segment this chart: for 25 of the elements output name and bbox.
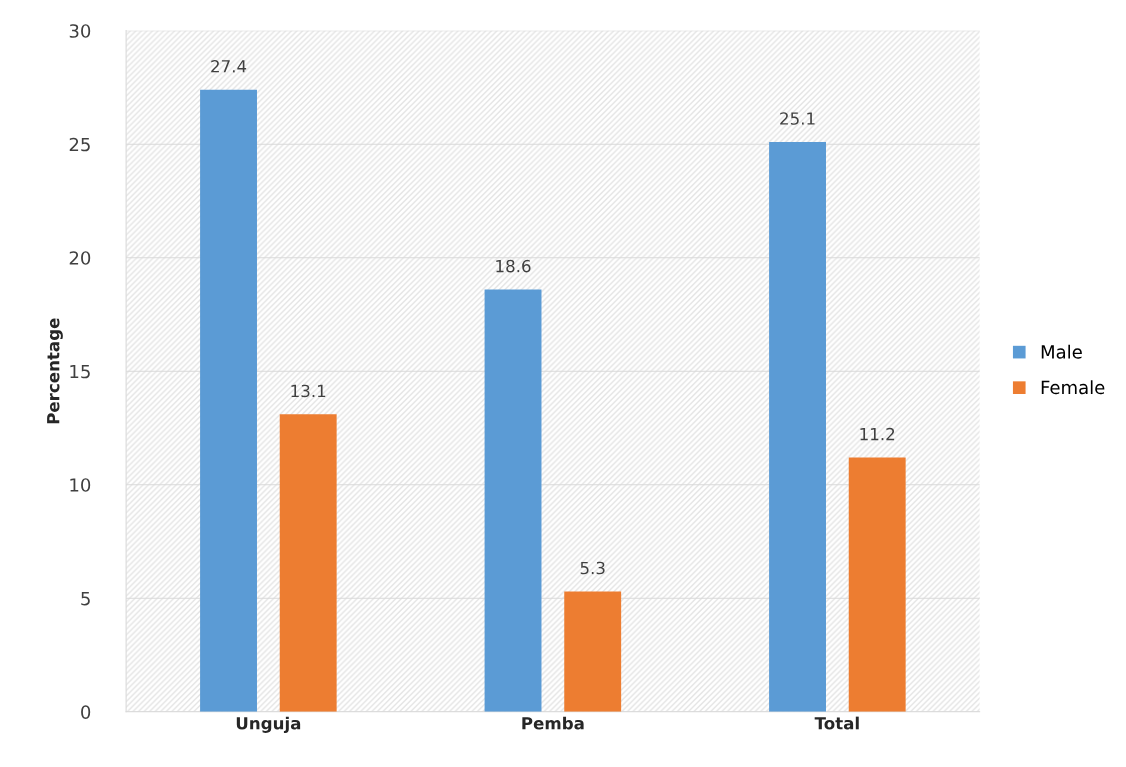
x-tick-label: Pemba — [522, 716, 584, 730]
y-axis-title: Percentage — [47, 318, 63, 424]
data-label: 11.2 — [860, 427, 895, 441]
bar — [484, 289, 542, 712]
y-tick-label: 5 — [81, 591, 90, 606]
bar — [279, 414, 337, 712]
bar — [848, 457, 906, 712]
data-label: 18.6 — [496, 259, 531, 273]
data-label: 25.1 — [780, 112, 815, 125]
data-label: 27.4 — [211, 59, 247, 73]
bar — [769, 141, 826, 712]
bar — [200, 89, 257, 712]
data-label: 13.1 — [291, 384, 326, 398]
y-tick-label: 10 — [70, 478, 91, 492]
legend-label: Female — [1041, 380, 1105, 395]
legend-label: Male — [1041, 344, 1082, 359]
bar — [564, 591, 622, 712]
y-tick-label: 30 — [69, 24, 91, 38]
y-tick-label: 25 — [69, 137, 90, 152]
y-tick-label: 0 — [81, 705, 91, 719]
data-label: 5.3 — [580, 561, 605, 575]
y-tick-label: 15 — [70, 364, 90, 379]
x-tick-label: Total — [814, 716, 859, 730]
x-tick-label: Unguja — [236, 716, 301, 733]
y-tick-label: 20 — [69, 251, 91, 265]
